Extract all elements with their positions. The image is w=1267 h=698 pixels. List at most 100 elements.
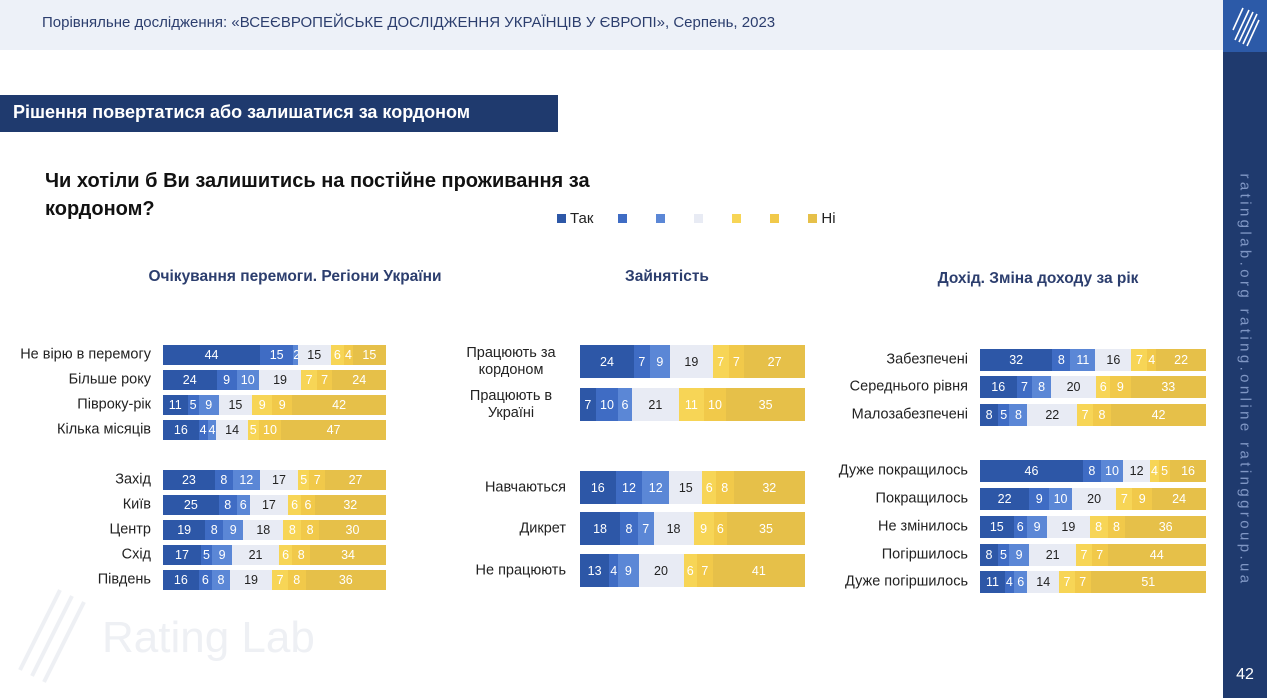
bar-segment: 23 [163, 470, 215, 490]
data-label: 7 [1096, 548, 1104, 562]
data-label: 11 [985, 575, 999, 589]
category-label: Південь [97, 571, 151, 588]
bar-segment: 8 [620, 512, 638, 545]
bar-segment: 19 [1047, 516, 1090, 538]
bar-segment: 24 [580, 345, 634, 378]
bar-segment: 20 [638, 554, 684, 587]
data-label: 12 [622, 480, 636, 495]
bar-segment: 12 [1123, 460, 1151, 482]
bar-segment: 19 [258, 370, 302, 390]
data-label: 21 [1045, 548, 1060, 562]
category-label: Навчаються [484, 479, 566, 495]
data-label: 11 [1076, 353, 1090, 367]
data-label: 9 [1138, 492, 1146, 506]
data-label: 4 [1151, 464, 1158, 478]
data-label: 34 [341, 548, 355, 562]
stacked-bar: 16 6 8 19 7 8 36 [163, 570, 386, 590]
data-label: 32 [762, 480, 777, 495]
bar-segment: 4 [198, 420, 208, 440]
data-label: 19 [1061, 520, 1076, 534]
stacked-bar: 32 8 11 16 7 4 22 [980, 349, 1206, 371]
stacked-bar: 19 8 9 18 8 8 30 [163, 520, 386, 540]
bar-segment: 17 [163, 545, 201, 565]
data-label: 10 [708, 397, 722, 412]
watermark-text: Rating Lab [102, 613, 315, 662]
data-label: 5 [1161, 464, 1169, 478]
bar-segment: 8 [1092, 404, 1112, 426]
bar-segment: 8 [980, 544, 998, 566]
data-label: 8 [210, 523, 218, 537]
bar-segment: 4 [1147, 349, 1157, 371]
data-label: 20 [1066, 380, 1081, 394]
chart-title: Очікування перемоги. Регіони України [148, 268, 442, 285]
bar-segment: 8 [301, 520, 320, 540]
data-label: 15 [307, 348, 322, 362]
legend-swatch [770, 214, 780, 223]
data-label: 15 [678, 480, 693, 495]
data-label: 16 [1181, 464, 1195, 478]
bar-segment: 8 [292, 545, 311, 565]
data-label: 7 [584, 397, 592, 412]
bar-segment: 7 [1077, 404, 1093, 426]
stacked-bar: 25 8 6 17 6 6 32 [163, 495, 386, 515]
category-label: Малозабезпечені [851, 406, 968, 423]
data-label: 10 [1053, 492, 1068, 506]
watermark-logo: Rating Lab [18, 589, 315, 683]
page-number: 42 [1236, 666, 1254, 683]
category-label: Центр [109, 521, 151, 538]
data-label: 4 [610, 563, 618, 578]
category-label: Погіршилось [881, 546, 968, 563]
data-label: 12 [239, 473, 254, 487]
legend-item [694, 214, 707, 223]
bar-segment: 21 [1029, 544, 1077, 566]
bar-segment: 36 [1125, 516, 1206, 538]
bar-segment: 8 [1089, 516, 1108, 538]
data-label: 24 [352, 373, 367, 387]
bar-segment: 4 [609, 554, 619, 587]
data-label: 9 [223, 373, 231, 387]
data-label: 5 [249, 423, 257, 437]
bar-segment: 6 [278, 545, 293, 565]
bar-segment: 8 [1009, 404, 1028, 426]
bar-segment: 44 [1107, 544, 1206, 566]
bar-segment: 10 [1049, 488, 1072, 510]
data-label: 22 [997, 492, 1012, 506]
data-label: 8 [297, 548, 305, 562]
legend-item: Так [557, 210, 593, 227]
category-label: Не вірю в перемогу [20, 346, 151, 363]
data-label: 7 [1081, 408, 1089, 422]
bar-segment: 7 [1076, 544, 1092, 566]
category-label: Дуже погіршилось [844, 573, 968, 590]
data-label: 6 [239, 498, 247, 512]
legend-item [770, 214, 783, 223]
stacked-bar: 46 8 10 12 4 5 16 [980, 460, 1206, 482]
data-label: 11 [168, 398, 182, 412]
data-label: 36 [1158, 520, 1173, 534]
sidebar-urls: ratinglab.org rating.online ratinggroup.… [1236, 173, 1254, 587]
data-label: 12 [1129, 464, 1144, 478]
bar-segment: 6 [1013, 571, 1028, 593]
bar-segment: 5 [998, 404, 1010, 426]
sidebar: ratinglab.org rating.online ratinggroup.… [1223, 0, 1267, 698]
bar-segment: 20 [1050, 376, 1097, 398]
bar-segment: 2 [293, 345, 300, 365]
data-label: 7 [305, 373, 313, 387]
bar-segment: 8 [218, 495, 237, 515]
data-label: 24 [1172, 492, 1187, 506]
bar-segment: 7 [301, 370, 317, 390]
data-label: 6 [282, 548, 290, 562]
data-label: 4 [344, 348, 352, 362]
bar-segment: 6 [1013, 516, 1027, 538]
bar-segment: 7 [728, 345, 745, 378]
data-label: 10 [600, 397, 614, 412]
bar-segment: 10 [595, 388, 619, 421]
bar-segment: 9 [1132, 488, 1153, 510]
bar-segment: 6 [1096, 376, 1111, 398]
bar-segment: 6 [683, 554, 697, 587]
data-label: 21 [648, 397, 663, 412]
data-label: 16 [590, 480, 605, 495]
bar-segment: 8 [1032, 376, 1051, 398]
legend-swatch [808, 214, 818, 223]
bar-segment: 9 [1029, 488, 1050, 510]
bar-segment: 10 [236, 370, 259, 390]
